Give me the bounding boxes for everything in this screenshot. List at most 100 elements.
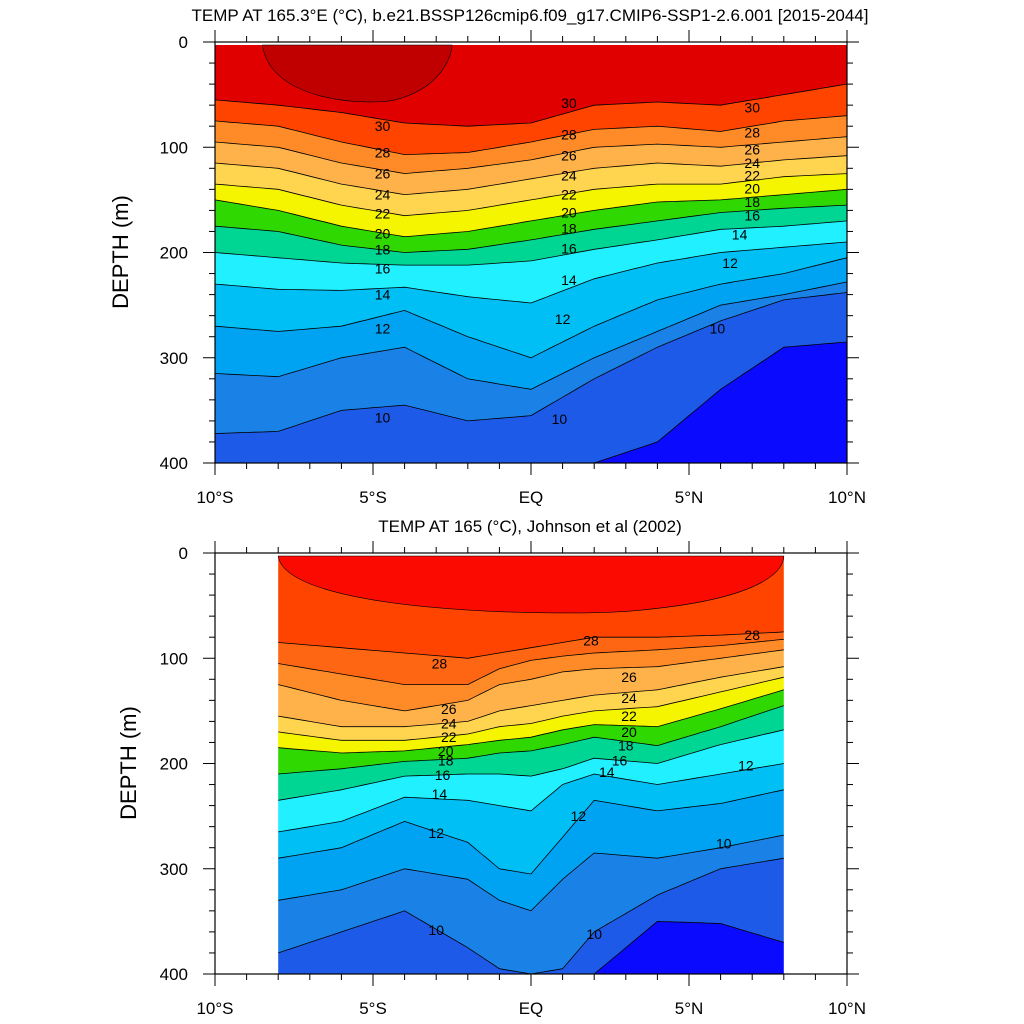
temp-band-9 bbox=[215, 292, 847, 463]
contour-label-18: 18 bbox=[375, 241, 391, 257]
temp-band-18 bbox=[278, 689, 784, 774]
contour-label-24: 24 bbox=[441, 716, 457, 732]
isotherm-11 bbox=[278, 834, 784, 912]
isotherm-22 bbox=[278, 676, 784, 741]
panel-1-ticks: 0 100 200 300 400 10°S 5°S EQ 5°N 10°N bbox=[160, 30, 866, 507]
panel-2-title: TEMP AT 165 (°C), Johnson et al (2002) bbox=[378, 517, 682, 536]
temp-band-10 bbox=[278, 835, 784, 974]
contour-label-22: 22 bbox=[621, 708, 637, 724]
contour-label-12: 12 bbox=[375, 320, 391, 336]
temp-band-16 bbox=[215, 205, 847, 266]
contour-label-16: 16 bbox=[435, 767, 451, 783]
contour-label-14: 14 bbox=[561, 272, 577, 288]
contour-label-20: 20 bbox=[621, 724, 637, 740]
y-tick-label: 400 bbox=[160, 965, 188, 984]
contour-label-10: 10 bbox=[710, 320, 726, 336]
contour-label-26: 26 bbox=[375, 166, 391, 182]
contour-label-28: 28 bbox=[583, 632, 599, 648]
isotherm-28 bbox=[278, 631, 784, 659]
contour-label-18: 18 bbox=[744, 194, 760, 210]
isotherm-10 bbox=[214, 292, 848, 434]
x-tick-label: EQ bbox=[519, 999, 544, 1018]
isotherm-14 bbox=[278, 763, 784, 833]
contour-label-16: 16 bbox=[612, 752, 628, 768]
isotherm-24 bbox=[278, 666, 784, 728]
temp-band-9 bbox=[278, 858, 784, 974]
contour-label-10: 10 bbox=[375, 410, 391, 426]
x-tick-label: 5°S bbox=[359, 488, 387, 507]
temp-band-28 bbox=[215, 84, 847, 155]
isotherm-20 bbox=[278, 689, 784, 754]
temp-band-22 bbox=[278, 666, 784, 741]
contour-label-28: 28 bbox=[744, 627, 760, 643]
x-tick-label: 5°N bbox=[675, 488, 704, 507]
temp-band-20 bbox=[215, 173, 847, 237]
panel-1-y-axis-title: DEPTH (m) bbox=[108, 195, 133, 309]
contour-label-28: 28 bbox=[432, 656, 448, 672]
contour-label-14: 14 bbox=[432, 786, 448, 802]
temp-band-26 bbox=[215, 115, 847, 174]
x-tick-label: 10°N bbox=[828, 999, 866, 1018]
contour-label-16: 16 bbox=[561, 240, 577, 256]
warm-core-31 bbox=[262, 44, 453, 103]
contour-label-14: 14 bbox=[375, 287, 391, 303]
contour-label-18: 18 bbox=[618, 738, 634, 754]
temp-band-12 bbox=[215, 242, 847, 358]
y-tick-label: 300 bbox=[160, 860, 188, 879]
temp-band-14 bbox=[215, 220, 847, 303]
temp-band-10 bbox=[215, 282, 847, 434]
temp-band-22 bbox=[215, 155, 847, 216]
contour-label-12: 12 bbox=[722, 255, 738, 271]
isotherm-12 bbox=[278, 789, 784, 875]
isotherm-11 bbox=[214, 281, 848, 390]
temp-band-26 bbox=[278, 639, 784, 711]
isotherm-26 bbox=[214, 136, 848, 175]
contour-label-20: 20 bbox=[561, 205, 577, 221]
contour-label-12: 12 bbox=[428, 825, 444, 841]
contour-label-24: 24 bbox=[375, 187, 391, 203]
contour-label-22: 22 bbox=[375, 206, 391, 222]
warm-core-29 bbox=[277, 555, 785, 614]
temp-band-20 bbox=[278, 677, 784, 753]
isotherm-30 bbox=[214, 83, 848, 127]
contour-label-28: 28 bbox=[561, 127, 577, 143]
contour-label-30: 30 bbox=[561, 95, 577, 111]
temp-band-24 bbox=[215, 136, 847, 195]
y-tick-label: 200 bbox=[160, 755, 188, 774]
temp-band-8 bbox=[278, 921, 784, 974]
contour-label-14: 14 bbox=[732, 227, 748, 243]
contour-label-26: 26 bbox=[744, 141, 760, 157]
panel-2-ticks: 0 100 200 300 400 10°S 5°S EQ 5°N 10°N bbox=[160, 541, 866, 1018]
contour-label-16: 16 bbox=[744, 208, 760, 224]
isotherm-22 bbox=[214, 173, 848, 217]
contour-label-28: 28 bbox=[744, 125, 760, 141]
x-tick-label: 10°S bbox=[196, 999, 233, 1018]
contour-label-26: 26 bbox=[621, 669, 637, 685]
panel-2-contour-labels: 2826242220181614121028262422201816141210… bbox=[428, 627, 760, 942]
isotherm-18 bbox=[214, 204, 848, 253]
y-tick-label: 300 bbox=[160, 349, 188, 368]
y-tick-label: 100 bbox=[160, 649, 188, 668]
contour-label-28: 28 bbox=[375, 145, 391, 161]
panel-1-filled-contours bbox=[215, 44, 847, 463]
temp-band-8 bbox=[215, 342, 847, 463]
temp-band-11 bbox=[215, 257, 847, 390]
contour-label-10: 10 bbox=[716, 836, 732, 852]
contour-label-18: 18 bbox=[438, 752, 454, 768]
contour-label-14: 14 bbox=[599, 764, 615, 780]
contour-label-24: 24 bbox=[561, 168, 577, 184]
panel-1-contour-labels: 3028262422201816141210302826242220181614… bbox=[375, 95, 760, 427]
x-tick-label: 10°S bbox=[196, 488, 233, 507]
x-tick-label: 10°N bbox=[828, 488, 866, 507]
isotherm-18 bbox=[278, 705, 784, 775]
y-tick-label: 0 bbox=[179, 544, 188, 563]
x-tick-label: EQ bbox=[519, 488, 544, 507]
contour-label-26: 26 bbox=[441, 701, 457, 717]
isotherm-20 bbox=[214, 188, 848, 238]
contour-label-22: 22 bbox=[561, 187, 577, 203]
contour-label-24: 24 bbox=[744, 155, 760, 171]
panel-2-filled-contours bbox=[277, 555, 785, 974]
contour-label-24: 24 bbox=[621, 690, 637, 706]
contour-label-12: 12 bbox=[738, 758, 754, 774]
